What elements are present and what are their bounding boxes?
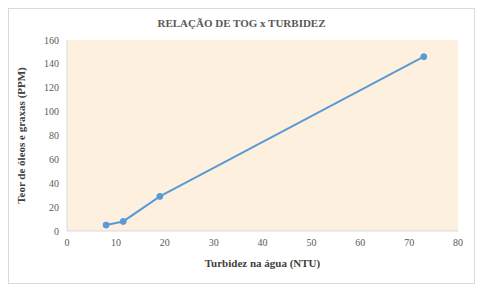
html-text:RELAÇÃO DE TOG x TURBIDEZ: RELAÇÃO DE TOG x TURBIDEZ — [157, 17, 326, 29]
svg-text:160: 160 — [44, 35, 59, 46]
svg-text:40: 40 — [49, 178, 59, 189]
svg-text:30: 30 — [209, 237, 219, 248]
svg-text:40: 40 — [258, 237, 268, 248]
svg-text:60: 60 — [355, 237, 365, 248]
svg-text:Teor de óleos e graxas (PPM): Teor de óleos e graxas (PPM) — [15, 67, 28, 204]
svg-text:20: 20 — [49, 202, 59, 213]
svg-text:60: 60 — [49, 154, 59, 165]
svg-text:100: 100 — [44, 106, 59, 117]
svg-text:Turbidez na água (NTU): Turbidez na água (NTU) — [205, 257, 321, 270]
svg-text:140: 140 — [44, 58, 59, 69]
svg-text:80: 80 — [453, 237, 463, 248]
svg-text:120: 120 — [44, 82, 59, 93]
svg-text:50: 50 — [306, 237, 316, 248]
svg-text:70: 70 — [404, 237, 414, 248]
svg-text:0: 0 — [65, 237, 70, 248]
svg-text:10: 10 — [111, 237, 121, 248]
svg-text:80: 80 — [49, 130, 59, 141]
svg-text:0: 0 — [54, 226, 59, 237]
svg-text:20: 20 — [160, 237, 170, 248]
